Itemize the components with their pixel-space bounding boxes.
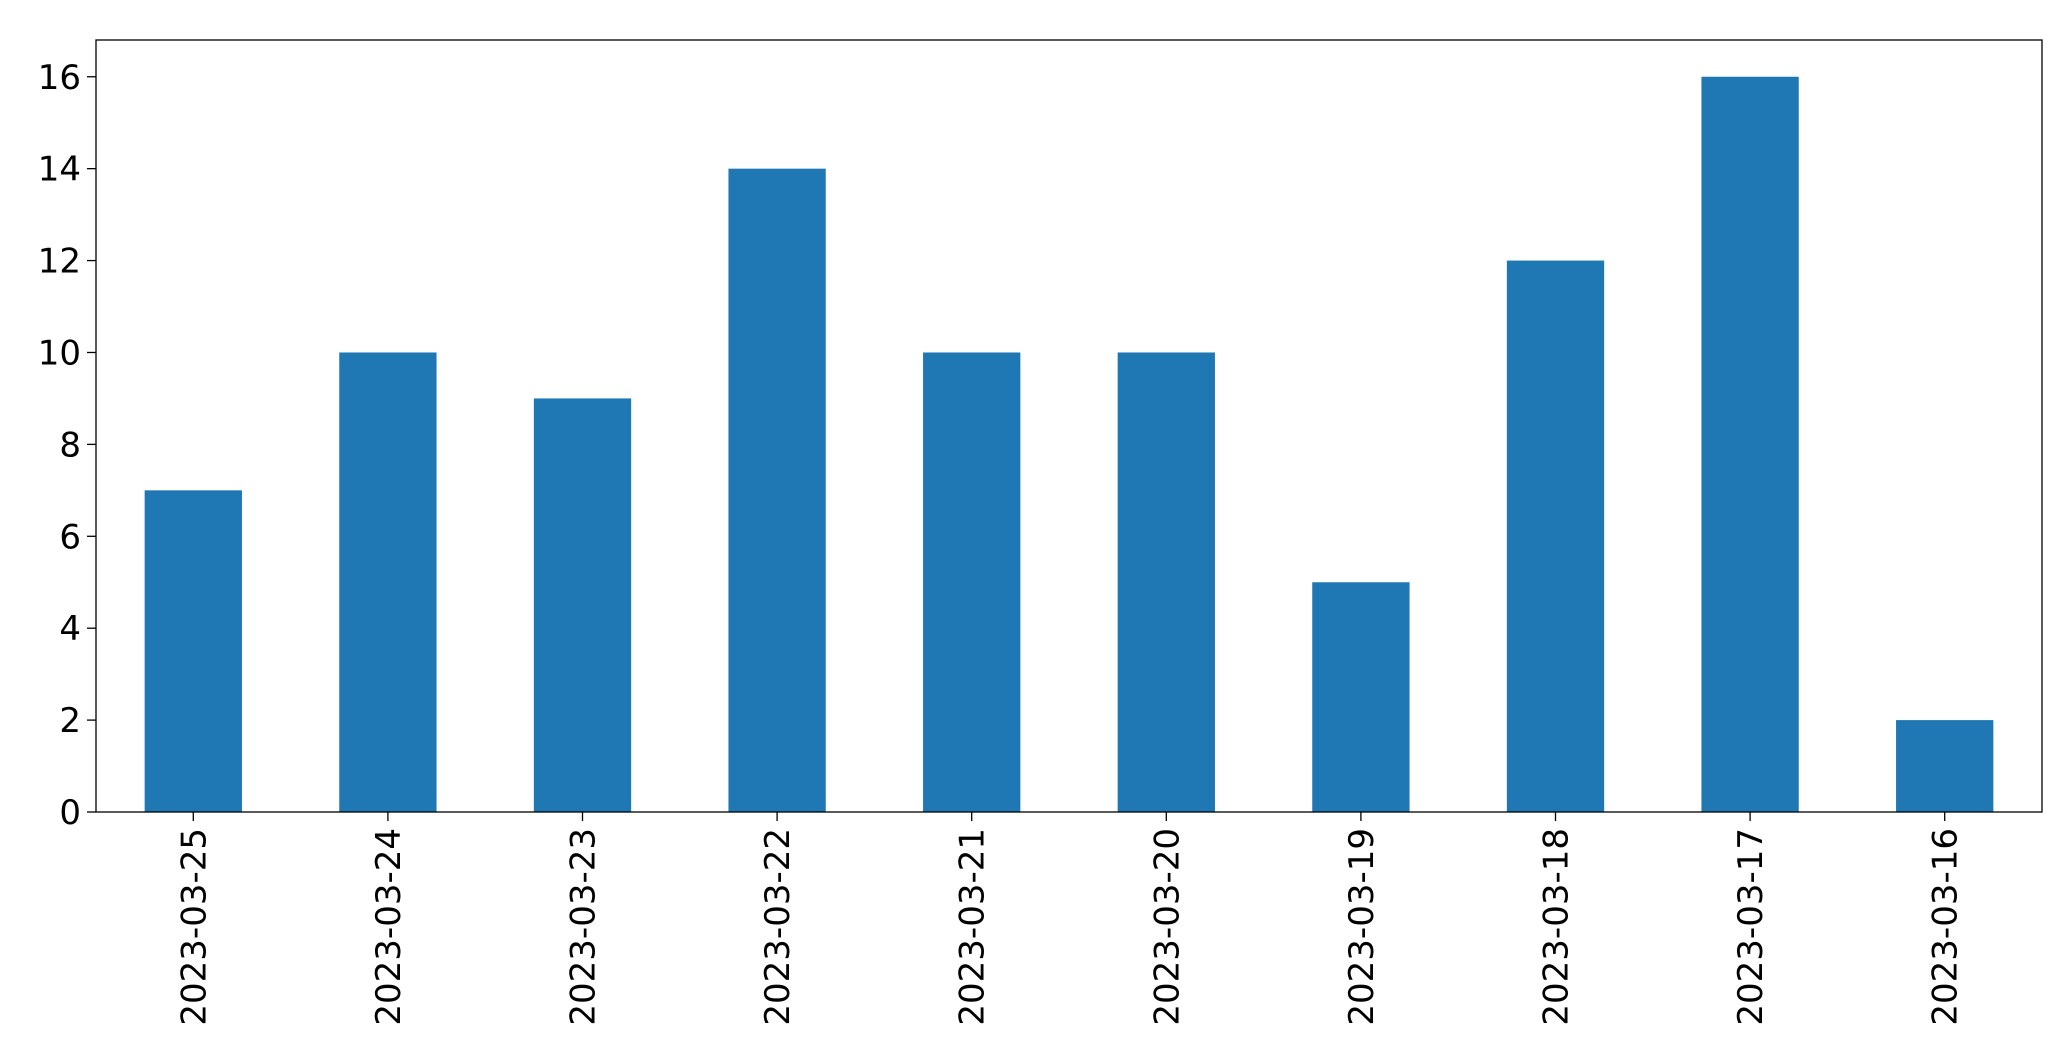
bar — [1896, 720, 1994, 812]
y-tick-label: 8 — [59, 425, 81, 465]
y-tick-label: 6 — [59, 517, 81, 557]
bar — [339, 352, 437, 812]
x-tick-label: 2023-03-21 — [953, 828, 993, 1026]
bar — [1117, 352, 1215, 812]
bar — [1312, 582, 1410, 812]
bar — [1701, 76, 1799, 812]
bar — [533, 398, 632, 812]
plot-frame — [95, 39, 2043, 813]
x-tick-label: 2023-03-23 — [564, 828, 604, 1026]
y-tick-label: 0 — [59, 793, 81, 833]
bar — [1506, 260, 1605, 813]
x-tick-label: 2023-03-19 — [1342, 828, 1382, 1026]
x-tick-label: 2023-03-22 — [758, 828, 798, 1026]
y-tick-label: 2 — [59, 701, 81, 741]
x-tick-label: 2023-03-24 — [369, 828, 409, 1026]
bar — [728, 168, 826, 812]
y-tick-label: 16 — [38, 58, 81, 98]
bar — [144, 490, 242, 812]
x-tick-label: 2023-03-18 — [1537, 828, 1577, 1026]
bar — [923, 352, 1021, 812]
x-tick-label: 2023-03-25 — [174, 828, 214, 1026]
x-tick-label: 2023-03-16 — [1926, 828, 1966, 1026]
x-tick-label: 2023-03-17 — [1731, 828, 1771, 1026]
y-tick-label: 4 — [59, 609, 81, 649]
y-tick-label: 10 — [38, 333, 81, 373]
y-tick-label: 12 — [38, 242, 81, 282]
y-tick-label: 14 — [38, 150, 81, 190]
x-tick-label: 2023-03-20 — [1147, 828, 1187, 1026]
